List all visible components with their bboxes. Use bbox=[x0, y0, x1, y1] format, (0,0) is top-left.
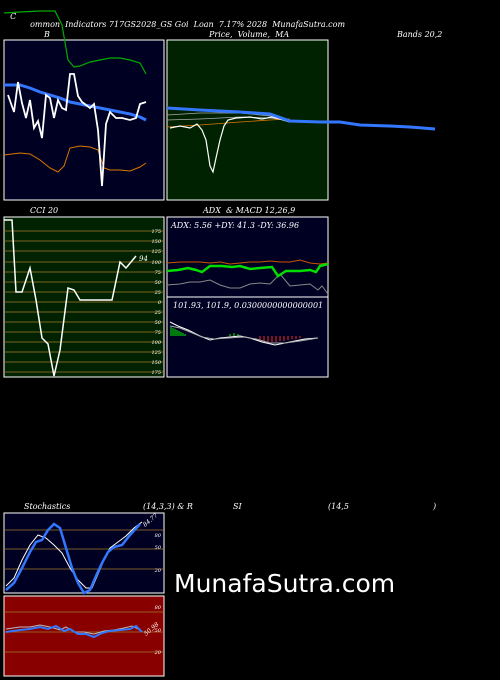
bollinger-price-line bbox=[7, 73, 147, 187]
cci-tick: 125 bbox=[151, 249, 161, 255]
cci-tick: 125 bbox=[151, 350, 161, 356]
price-ma-band bbox=[166, 106, 436, 131]
price-ma-orange bbox=[166, 118, 291, 128]
bollinger-upper-band bbox=[3, 10, 147, 75]
cci-tick: 0 bbox=[158, 300, 162, 306]
cci-line bbox=[4, 219, 137, 377]
adx-minus-di-line bbox=[166, 273, 329, 295]
cci-panel bbox=[3, 216, 165, 378]
stoch-tick: 20 bbox=[154, 568, 162, 574]
bollinger-mid-label: Price, Volume, MA bbox=[209, 30, 290, 39]
rsi-panel bbox=[3, 595, 165, 677]
bollinger-panel bbox=[3, 39, 165, 201]
chart-title: C ommon Indicators 717GS2028_GS Goi Loan… bbox=[5, 5, 345, 29]
bollinger-right-label: Bands 20,2 bbox=[397, 30, 443, 39]
adx-line bbox=[166, 262, 329, 278]
price-ma-price-line bbox=[169, 116, 291, 174]
rsi-tick: 80 bbox=[155, 605, 162, 611]
adx-macd-label: ADX & MACD 12,26,9 bbox=[203, 206, 296, 215]
stoch-label-rsi: (14,5 bbox=[328, 502, 349, 511]
watermark: MunafaSutra.com bbox=[174, 569, 396, 598]
macd-signal-line bbox=[169, 325, 319, 344]
cci-ticks: 175 150 125 100 75 50 25 0 25 50 75 100 … bbox=[151, 229, 161, 376]
cci-tick: 175 bbox=[151, 370, 161, 376]
cci-grid bbox=[4, 230, 164, 373]
price-ma-gray-2 bbox=[166, 116, 291, 122]
adx-panel bbox=[166, 216, 329, 298]
bollinger-b-label: B bbox=[44, 30, 50, 39]
macd-histogram bbox=[170, 327, 301, 342]
macd-readout: 101.93, 101.9, 0.0300000000000001 bbox=[173, 301, 323, 310]
bollinger-lower-band bbox=[3, 145, 147, 173]
cci-tick: 50 bbox=[155, 280, 162, 286]
stoch-ticks: 80 50 20 bbox=[154, 533, 162, 574]
cci-value-label: 94 bbox=[139, 255, 148, 263]
cci-tick: 100 bbox=[151, 260, 161, 266]
cci-tick: 25 bbox=[154, 310, 161, 316]
rsi-tick: 20 bbox=[154, 650, 162, 656]
cci-tick: 25 bbox=[154, 290, 161, 296]
cci-label: CCI 20 bbox=[30, 206, 59, 215]
cci-tick: 75 bbox=[155, 330, 161, 336]
cci-tick: 175 bbox=[151, 229, 161, 235]
stoch-label-mid: (14,3,3) & R bbox=[143, 502, 193, 511]
rsi-ticks: 80 50 20 bbox=[154, 605, 162, 656]
adx-readout: ADX: 5.56 +DY: 41.3 -DY: 36.96 bbox=[170, 221, 299, 230]
cci-tick: 75 bbox=[155, 270, 161, 276]
stoch-label-close: ) bbox=[433, 502, 437, 511]
cci-tick: 150 bbox=[151, 239, 161, 245]
rsi-tick: 50 bbox=[155, 628, 162, 634]
chart-title-rest: ommon Indicators 717GS2028_GS Goi Loan 7… bbox=[30, 20, 346, 29]
stoch-tick: 50 bbox=[155, 545, 162, 551]
cci-tick: 100 bbox=[151, 340, 161, 346]
chart-title-c: C bbox=[10, 12, 17, 21]
cci-tick: 150 bbox=[151, 360, 161, 366]
cci-tick: 50 bbox=[155, 320, 162, 326]
adx-plus-di-line bbox=[166, 259, 329, 265]
stoch-label-left: Stochastics bbox=[24, 502, 71, 511]
stoch-tick: 80 bbox=[155, 533, 162, 539]
rsi-line bbox=[5, 624, 143, 639]
bollinger-middle-band bbox=[4, 83, 147, 122]
stoch-label-si: SI bbox=[233, 502, 242, 511]
stoch-k-line bbox=[5, 522, 141, 595]
